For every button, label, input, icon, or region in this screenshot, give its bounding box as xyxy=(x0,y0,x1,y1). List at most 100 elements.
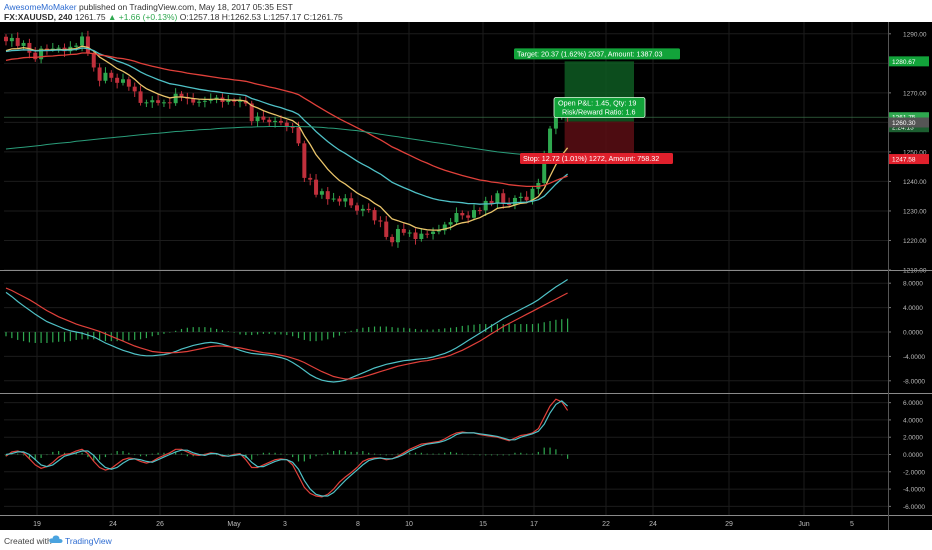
histogram-bar xyxy=(292,332,294,337)
candle-body xyxy=(273,120,278,123)
position-labels: Target: 20.37 (1.62%) 2037, Amount: 1387… xyxy=(514,48,929,165)
candle-body xyxy=(319,191,324,195)
candle-body xyxy=(74,45,79,47)
candle-body xyxy=(173,93,178,104)
histogram-bar xyxy=(157,332,159,336)
last-price: 1261.75 xyxy=(74,12,106,22)
histogram-bar xyxy=(104,332,107,342)
grid xyxy=(4,22,888,515)
candle-body xyxy=(384,221,389,237)
histogram-bar xyxy=(561,319,563,332)
candle-body xyxy=(132,86,137,92)
histogram-bar xyxy=(268,332,270,334)
histogram-bar xyxy=(531,324,534,332)
candle-body xyxy=(226,100,231,103)
target-label-box xyxy=(514,48,680,60)
candle-body xyxy=(150,100,155,103)
histogram-bar xyxy=(58,451,60,455)
histogram-bar xyxy=(531,453,534,455)
histogram-bar xyxy=(379,326,381,332)
histogram-bar xyxy=(104,454,107,458)
histogram-bar xyxy=(75,452,77,455)
candle-body xyxy=(431,231,436,234)
y-tick-label: -4.0000 xyxy=(903,487,925,494)
symbol-label[interactable]: FX:XAUUSD, 240 xyxy=(4,12,73,22)
chart-canvas[interactable]: 192426May38101517222429Jun51290.001280.0… xyxy=(0,22,932,530)
candle-body xyxy=(530,188,535,201)
candle-body xyxy=(401,228,406,233)
candle-body xyxy=(314,179,319,195)
histogram-bar xyxy=(397,327,399,332)
stop-price-tag-bg xyxy=(889,154,929,165)
y-tick-label: 1250.00 xyxy=(903,149,927,156)
histogram-bar xyxy=(350,451,352,455)
candle-body xyxy=(243,100,248,104)
candle-body xyxy=(179,93,184,97)
histogram-bar xyxy=(151,453,153,455)
indicator-line-slow xyxy=(5,400,569,497)
author-link[interactable]: AwesomeMoMaker xyxy=(4,2,77,12)
histogram-bar xyxy=(216,328,218,332)
histogram-bar xyxy=(420,452,422,455)
histogram-bar xyxy=(514,452,516,455)
oscillator-panel[interactable] xyxy=(5,398,569,498)
y-tick-label: 1240.00 xyxy=(903,179,927,186)
candle-body xyxy=(472,210,476,218)
candle-body xyxy=(267,119,272,123)
histogram-bar xyxy=(274,452,276,455)
histogram-bar xyxy=(561,454,563,456)
histogram-bar xyxy=(549,447,551,455)
x-tick-label: 5 xyxy=(850,521,854,528)
candle-body xyxy=(144,102,149,104)
x-tick-label: Jun xyxy=(798,521,809,528)
histogram-bar xyxy=(368,452,370,455)
candle-body xyxy=(126,79,131,87)
histogram-bar xyxy=(350,330,352,332)
histogram-bar xyxy=(414,452,417,455)
stop-label: Stop: 12.72 (1.01%) 1272, Amount: 758.32 xyxy=(523,154,659,163)
histogram-bar xyxy=(210,327,212,332)
histogram-bar xyxy=(151,332,153,337)
price-panel[interactable] xyxy=(4,30,570,248)
created-with-label: Created with xyxy=(4,536,52,546)
histogram-bar xyxy=(362,327,364,332)
histogram-bar xyxy=(175,451,177,455)
candle-body xyxy=(390,236,395,243)
histogram-bar xyxy=(321,332,323,341)
histogram-bar xyxy=(385,454,387,456)
histogram-bar xyxy=(297,454,300,462)
histogram-bar xyxy=(180,453,183,455)
chart-background xyxy=(0,22,932,530)
candle-body xyxy=(413,232,418,239)
histogram-bar xyxy=(496,324,498,332)
histogram-bar xyxy=(198,327,200,332)
y-tick-label: -6.0000 xyxy=(903,504,925,511)
histogram-bar xyxy=(479,454,481,456)
x-tick-label: 15 xyxy=(479,521,487,528)
histogram-bar xyxy=(520,452,522,455)
ohlc-values: O:1257.18 H:1262.53 L:1257.17 C:1261.75 xyxy=(179,12,343,22)
candle-body xyxy=(419,233,424,239)
tradingview-cloud-icon xyxy=(49,535,63,543)
histogram-bar xyxy=(245,332,247,336)
y-tick-label: 8.0000 xyxy=(903,281,923,288)
histogram-bar xyxy=(87,454,89,458)
y-tick-label: 4.0000 xyxy=(903,305,923,312)
target-price-tag: 1280.67 xyxy=(892,59,916,66)
candle-body xyxy=(355,205,359,211)
tradingview-link[interactable]: TradingView xyxy=(65,536,112,546)
candle-body xyxy=(80,36,85,46)
histogram-bar xyxy=(17,332,19,340)
candle-body xyxy=(91,53,96,68)
histogram-bar xyxy=(432,329,434,332)
y-tick-label: 1220.00 xyxy=(903,238,927,245)
candle-body xyxy=(331,198,336,200)
histogram-bar xyxy=(233,332,235,333)
candle-body xyxy=(349,198,354,206)
histogram-bar xyxy=(163,332,165,334)
macd-panel[interactable] xyxy=(5,278,569,383)
histogram-bar xyxy=(93,332,95,340)
histogram-bar xyxy=(479,324,481,332)
y-tick-label: 0.0000 xyxy=(903,452,923,459)
histogram-bar xyxy=(379,454,381,456)
